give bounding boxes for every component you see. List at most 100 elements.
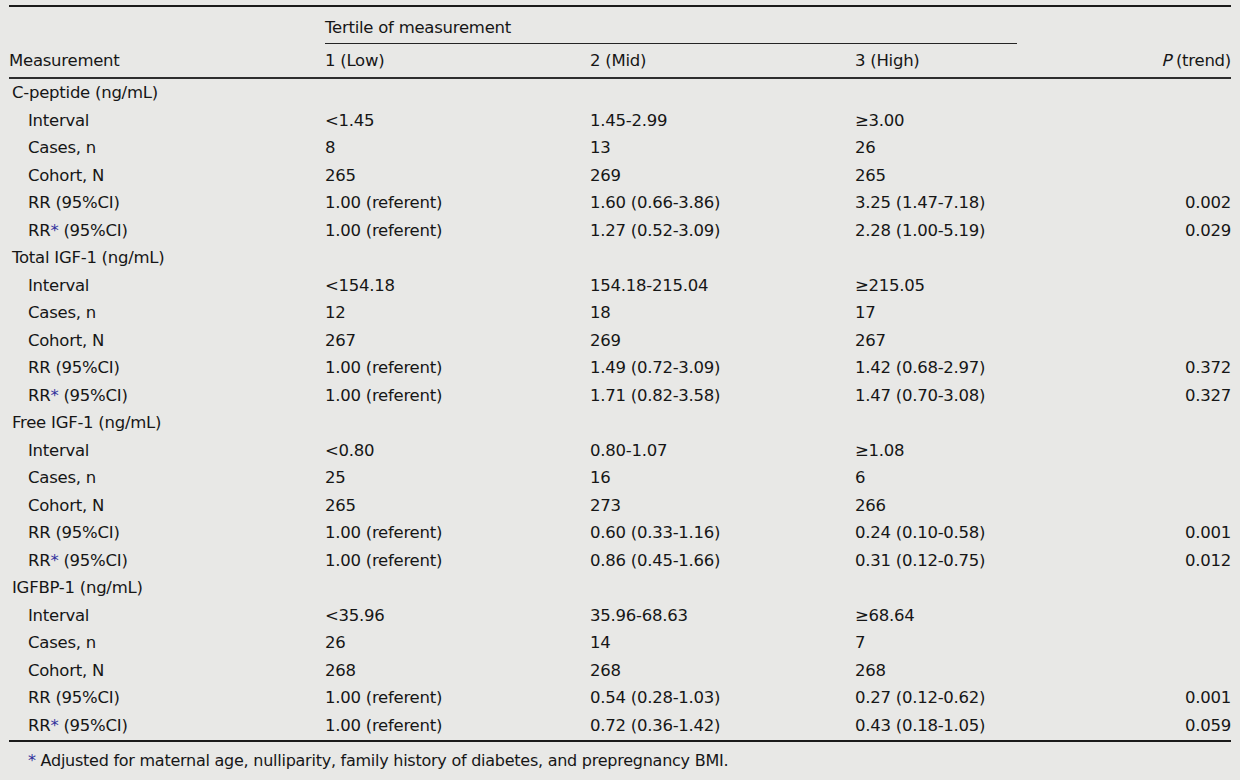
value-cell: 268 [855, 657, 1120, 685]
row-label: Cohort, N [9, 162, 325, 190]
value-cell: ≥215.05 [855, 272, 1120, 300]
value-cell: 16 [590, 464, 855, 492]
data-row: RR (95%CI)1.00 (referent)1.60 (0.66-3.86… [9, 189, 1231, 217]
value-cell: <35.96 [325, 602, 590, 630]
value-cell: 154.18-215.04 [590, 272, 855, 300]
column-header-tertile-1: 1 (Low) [325, 44, 590, 78]
column-header-tertile-3: 3 (High) [855, 44, 1120, 78]
data-row: RR (95%CI)1.00 (referent)1.49 (0.72-3.09… [9, 354, 1231, 382]
p-trend-cell: 0.002 [1120, 189, 1231, 217]
tertile-group-header: Tertile of measurement [325, 18, 1017, 44]
table-container: Tertile of measurement Measurement 1 (Lo… [0, 0, 1240, 770]
data-row: RR (95%CI)1.00 (referent)0.54 (0.28-1.03… [9, 684, 1231, 712]
p-trend-cell [1120, 107, 1231, 135]
row-label: RR (95%CI) [9, 519, 325, 547]
row-label: RR (95%CI) [9, 354, 325, 382]
footnote-text: Adjusted for maternal age, nulliparity, … [36, 751, 729, 770]
data-row: Cohort, N265269265 [9, 162, 1231, 190]
value-cell: 266 [855, 492, 1120, 520]
value-cell: 1.45-2.99 [590, 107, 855, 135]
value-cell: 1.00 (referent) [325, 382, 590, 410]
data-row: Cases, n25166 [9, 464, 1231, 492]
value-cell: 2.28 (1.00-5.19) [855, 217, 1120, 245]
value-cell: 0.27 (0.12-0.62) [855, 684, 1120, 712]
value-cell: 265 [325, 492, 590, 520]
p-trend-cell [1120, 134, 1231, 162]
value-cell: 1.00 (referent) [325, 354, 590, 382]
value-cell: 1.27 (0.52-3.09) [590, 217, 855, 245]
value-cell: 1.47 (0.70-3.08) [855, 382, 1120, 410]
column-header-tertile-2: 2 (Mid) [590, 44, 855, 78]
value-cell: <1.45 [325, 107, 590, 135]
value-cell: 273 [590, 492, 855, 520]
section-name: C-peptide (ng/mL) [9, 78, 1231, 107]
row-label: Cases, n [9, 629, 325, 657]
footnote-asterisk: * [28, 751, 36, 770]
value-cell: 0.72 (0.36-1.42) [590, 712, 855, 740]
p-trend-cell [1120, 162, 1231, 190]
p-trend-cell: 0.327 [1120, 382, 1231, 410]
data-row: Cases, n26147 [9, 629, 1231, 657]
data-row: Interval<35.9635.96-68.63≥68.64 [9, 602, 1231, 630]
tertile-group-cell: Tertile of measurement [325, 7, 1120, 44]
value-cell: 1.00 (referent) [325, 684, 590, 712]
p-trend-italic-p: P [1161, 51, 1171, 70]
section-header-row: C-peptide (ng/mL) [9, 78, 1231, 107]
data-row: Interval<154.18154.18-215.04≥215.05 [9, 272, 1231, 300]
value-cell: 1.00 (referent) [325, 519, 590, 547]
value-cell: 1.00 (referent) [325, 189, 590, 217]
p-trend-cell [1120, 657, 1231, 685]
data-row: Interval<0.800.80-1.07≥1.08 [9, 437, 1231, 465]
value-cell: 1.00 (referent) [325, 712, 590, 740]
data-row: RR* (95%CI)1.00 (referent)1.71 (0.82-3.5… [9, 382, 1231, 410]
row-label: RR (95%CI) [9, 189, 325, 217]
value-cell: ≥68.64 [855, 602, 1120, 630]
p-trend-cell: 0.059 [1120, 712, 1231, 740]
value-cell: 267 [855, 327, 1120, 355]
value-cell: 1.42 (0.68-2.97) [855, 354, 1120, 382]
value-cell: 0.54 (0.28-1.03) [590, 684, 855, 712]
value-cell: 0.43 (0.18-1.05) [855, 712, 1120, 740]
table-body: C-peptide (ng/mL) Interval <1.451.45-2.99 ≥… [9, 78, 1231, 739]
value-cell: <154.18 [325, 272, 590, 300]
value-cell: 18 [590, 299, 855, 327]
data-row: RR* (95%CI)1.00 (referent)0.72 (0.36-1.4… [9, 712, 1231, 740]
row-label: Cohort, N [9, 327, 325, 355]
value-cell: 268 [590, 657, 855, 685]
footnote: * Adjusted for maternal age, nulliparity… [9, 742, 1231, 770]
data-row: Cohort, N265273266 [9, 492, 1231, 520]
value-cell: <0.80 [325, 437, 590, 465]
p-trend-cell: 0.001 [1120, 519, 1231, 547]
value-cell: 1.71 (0.82-3.58) [590, 382, 855, 410]
value-cell: 3.25 (1.47-7.18) [855, 189, 1120, 217]
p-trend-cell [1120, 464, 1231, 492]
value-cell: 17 [855, 299, 1120, 327]
value-cell: 13 [590, 134, 855, 162]
empty-cell [1120, 7, 1231, 44]
column-header-row: Measurement 1 (Low) 2 (Mid) 3 (High) P (… [9, 44, 1231, 78]
row-label: Cases, n [9, 134, 325, 162]
value-cell: 265 [325, 162, 590, 190]
row-label: RR* (95%CI) [9, 712, 325, 740]
p-trend-cell [1120, 272, 1231, 300]
p-trend-cell: 0.029 [1120, 217, 1231, 245]
p-trend-cell [1120, 629, 1231, 657]
value-cell: 26 [855, 134, 1120, 162]
section-header-row: IGFBP-1 (ng/mL) [9, 574, 1231, 602]
value-cell: 0.86 (0.45-1.66) [590, 547, 855, 575]
tertile-group-row: Tertile of measurement [9, 7, 1231, 44]
p-trend-cell: 0.012 [1120, 547, 1231, 575]
row-label: Interval [9, 602, 325, 630]
value-cell: 269 [590, 162, 855, 190]
p-trend-cell [1120, 602, 1231, 630]
value-cell: 8 [325, 134, 590, 162]
data-row: Cohort, N267269267 [9, 327, 1231, 355]
row-label: Cohort, N [9, 492, 325, 520]
p-trend-cell [1120, 492, 1231, 520]
value-cell: 25 [325, 464, 590, 492]
p-trend-cell [1120, 327, 1231, 355]
row-label: RR* (95%CI) [9, 547, 325, 575]
value-cell: 0.60 (0.33-1.16) [590, 519, 855, 547]
p-trend-cell: 0.001 [1120, 684, 1231, 712]
value-cell: ≥1.08 [855, 437, 1120, 465]
